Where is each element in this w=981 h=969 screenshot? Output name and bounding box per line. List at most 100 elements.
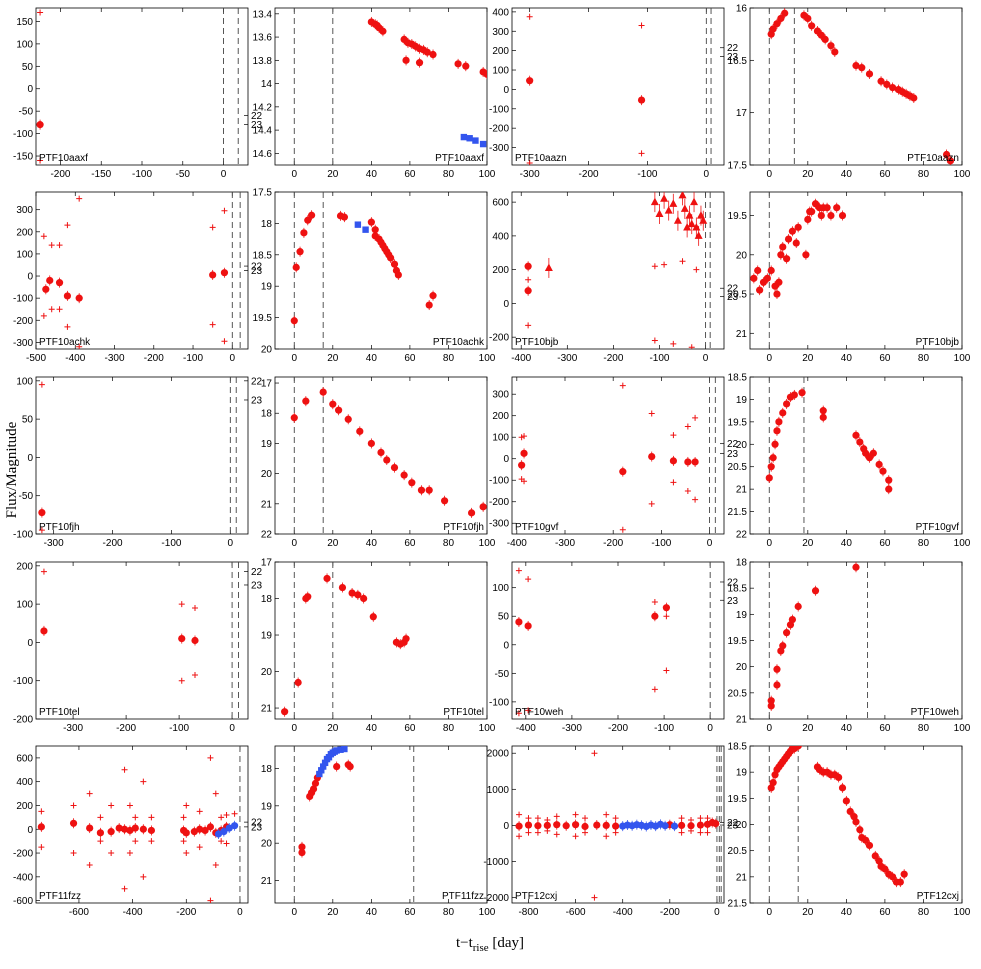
limit-marker: [525, 707, 532, 714]
data-point: [885, 485, 893, 493]
limit-marker: [76, 343, 83, 349]
data-point: [400, 471, 408, 479]
x-tick-label: 80: [443, 538, 455, 549]
panel-ptf12cxj-flux: -800 -600 -400 -200 0-2000-10000100020002223…: [483, 745, 739, 918]
x-tick-label: 20: [327, 353, 339, 364]
limit-marker: [140, 778, 147, 785]
y-tick-label: 13.8: [253, 56, 273, 67]
x-tick-label: 20: [802, 723, 814, 734]
limit-marker: [525, 829, 532, 836]
data-point: [300, 229, 308, 237]
data-point: [823, 204, 831, 212]
data-point: [383, 456, 391, 464]
y-tick-label: -100: [489, 476, 509, 487]
limit-marker: [678, 829, 685, 836]
data-point: [769, 779, 777, 787]
data-point: [773, 290, 781, 298]
y-tick-label: 20.5: [728, 462, 748, 473]
right-tick-label: 23: [727, 821, 739, 832]
data-point: [479, 140, 487, 148]
data-point: [756, 286, 764, 294]
x-tick-label: 80: [918, 353, 930, 364]
data-marks: [518, 382, 699, 533]
data-point: [55, 279, 64, 287]
y-tick-label: 300: [16, 205, 33, 216]
panel-ptf10fjh-mag: 0 20 40 60 80 100 17 18 19 20 21 22 PTF10fjh: [261, 376, 496, 549]
limit-marker: [516, 833, 523, 840]
limit-marker: [526, 160, 533, 165]
x-tick-label: -300: [557, 353, 577, 364]
x-tick-label: 60: [879, 907, 891, 918]
y-tick-label: 19: [736, 395, 748, 406]
data-point: [819, 407, 827, 415]
limit-marker: [108, 802, 115, 809]
panel-ptf10achk-flux: -500 -400 -300 -200 -100 0 -300 -200 -100 0 100 200…: [13, 191, 263, 364]
data-point: [838, 784, 847, 792]
panel-ptf10tel-flux: -300 -200 -100 0 -200 -100 0 100 200 22 23 PTF10tel: [13, 561, 263, 734]
data-marks: [367, 16, 487, 148]
object-label: PTF10fjh: [39, 522, 80, 533]
x-tick-label: -400: [613, 907, 633, 918]
data-marks: [526, 13, 646, 165]
limit-marker: [534, 829, 541, 836]
x-tick-label: 40: [366, 723, 378, 734]
y-axis-label: Flux/Magnitude: [4, 421, 20, 518]
data-point: [648, 452, 656, 461]
y-tick-label: 50: [22, 62, 34, 73]
limit-marker: [178, 601, 185, 608]
x-tick-label: -200: [603, 538, 623, 549]
limit-marker: [521, 433, 528, 440]
panel-ptf10aazn-mag: 0 20 40 60 80 100 16 16.5 17 17.5 PTF10aazn: [728, 4, 971, 181]
y-tick-label: 21: [261, 876, 273, 887]
x-tick-label: 0: [766, 353, 772, 364]
y-tick-label: 16.5: [728, 56, 748, 67]
y-tick-label: 300: [492, 390, 509, 401]
y-tick-label: 21.5: [728, 507, 748, 518]
y-tick-label: 19.5: [728, 211, 748, 222]
data-marks: [40, 568, 199, 684]
x-tick-label: 0: [714, 907, 720, 918]
x-tick-label: 40: [841, 538, 853, 549]
x-tick-label: 100: [954, 723, 971, 734]
y-tick-label: -400: [13, 872, 33, 883]
y-tick-label: 100: [16, 249, 33, 260]
y-tick-label: 21: [261, 704, 273, 715]
data-point: [773, 427, 781, 435]
y-tick-label: 14: [261, 79, 273, 90]
x-tick-label: -100: [161, 538, 181, 549]
right-tick-label: 22: [727, 577, 739, 588]
y-tick-label: 200: [492, 265, 509, 276]
data-point: [36, 121, 44, 129]
plot-frame: [749, 376, 963, 535]
limit-marker: [192, 604, 198, 611]
limit-marker: [697, 829, 704, 836]
data-point: [619, 468, 627, 476]
limit-marker: [678, 815, 685, 822]
x-tick-label: 0: [229, 723, 235, 734]
limit-marker: [70, 802, 77, 809]
data-point: [316, 770, 323, 778]
limit-marker: [64, 323, 71, 330]
panel-ptf10gvf-mag: 0 20 40 60 80 100 18.5 19 19.5 20 20.5 21 21.5 22 PTF1…: [728, 373, 971, 550]
object-label: PTF10achk: [433, 337, 485, 348]
data-point: [683, 222, 692, 231]
data-point: [483, 70, 487, 78]
y-tick-label: 19.5: [728, 636, 748, 647]
y-tick-label: 19: [261, 631, 273, 642]
y-tick-label: -200: [489, 497, 509, 508]
limit-marker: [688, 344, 695, 349]
limit-marker: [132, 838, 139, 845]
x-tick-label: 40: [366, 353, 378, 364]
limit-marker: [553, 813, 560, 820]
data-point: [835, 773, 843, 782]
data-point: [479, 503, 487, 511]
data-point: [602, 821, 610, 830]
limit-marker: [56, 306, 63, 313]
plot-frame: [35, 745, 249, 904]
data-point: [196, 825, 204, 833]
data-point: [120, 825, 129, 833]
x-tick-label: 60: [404, 169, 416, 180]
data-point: [37, 823, 45, 831]
data-point: [794, 223, 802, 231]
